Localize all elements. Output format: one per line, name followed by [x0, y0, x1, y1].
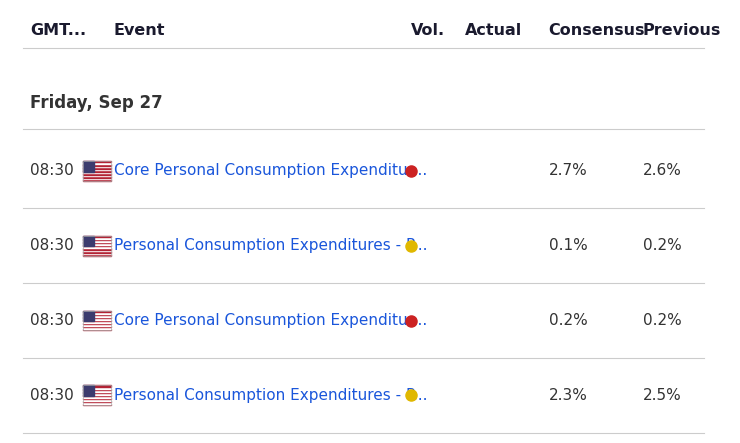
- Bar: [84, 311, 111, 330]
- Bar: [84, 385, 111, 405]
- Bar: [84, 237, 111, 239]
- Bar: [84, 242, 111, 243]
- Bar: [84, 176, 111, 178]
- Bar: [84, 246, 111, 248]
- Bar: [84, 249, 111, 251]
- Bar: [84, 253, 111, 254]
- Text: 0.2%: 0.2%: [548, 313, 588, 328]
- Bar: [84, 398, 111, 399]
- Bar: [84, 402, 111, 404]
- Bar: [84, 161, 111, 181]
- Text: Actual: Actual: [465, 23, 522, 38]
- Bar: [84, 171, 111, 173]
- Text: Vol.: Vol.: [411, 23, 445, 38]
- Text: 08:30: 08:30: [30, 313, 74, 328]
- Bar: [84, 179, 111, 181]
- Text: 08:30: 08:30: [30, 163, 74, 179]
- Text: Consensus: Consensus: [548, 23, 645, 38]
- Text: 2.7%: 2.7%: [548, 163, 588, 179]
- Text: 2.6%: 2.6%: [643, 163, 682, 179]
- Bar: [84, 385, 111, 387]
- Text: 0.2%: 0.2%: [643, 313, 682, 328]
- Bar: [84, 254, 111, 256]
- Text: 2.5%: 2.5%: [643, 388, 682, 403]
- Bar: [84, 236, 111, 237]
- Bar: [84, 169, 111, 170]
- Bar: [84, 239, 111, 241]
- Text: Previous: Previous: [643, 23, 721, 38]
- Bar: [84, 387, 111, 389]
- Bar: [84, 312, 111, 314]
- Bar: [84, 178, 111, 179]
- Bar: [84, 396, 111, 398]
- Bar: [84, 311, 111, 312]
- Text: 2.3%: 2.3%: [548, 388, 588, 403]
- Bar: [84, 392, 111, 393]
- Text: Friday, Sep 27: Friday, Sep 27: [30, 93, 163, 112]
- Bar: [84, 161, 111, 163]
- Text: Event: Event: [114, 23, 165, 38]
- Bar: [84, 389, 111, 390]
- Bar: [84, 173, 111, 175]
- Text: Personal Consumption Expenditures - P...: Personal Consumption Expenditures - P...: [114, 238, 427, 253]
- Bar: [84, 311, 94, 321]
- Bar: [84, 320, 111, 321]
- Text: Personal Consumption Expenditures - P...: Personal Consumption Expenditures - P...: [114, 388, 427, 403]
- Bar: [84, 324, 111, 326]
- Bar: [84, 245, 111, 246]
- Bar: [84, 393, 111, 395]
- Bar: [84, 241, 111, 242]
- Bar: [84, 329, 111, 330]
- Bar: [84, 236, 94, 246]
- Bar: [84, 315, 111, 317]
- Bar: [84, 314, 111, 315]
- Bar: [84, 167, 111, 169]
- Bar: [84, 317, 111, 318]
- Text: 08:30: 08:30: [30, 388, 74, 403]
- Text: 0.2%: 0.2%: [643, 238, 682, 253]
- Bar: [84, 166, 111, 167]
- Bar: [84, 327, 111, 329]
- Bar: [84, 175, 111, 176]
- Bar: [84, 404, 111, 405]
- Bar: [84, 243, 111, 245]
- Text: Core Personal Consumption Expenditur...: Core Personal Consumption Expenditur...: [114, 313, 427, 328]
- Bar: [84, 385, 94, 396]
- Bar: [84, 248, 111, 249]
- Text: 0.1%: 0.1%: [548, 238, 588, 253]
- Text: 08:30: 08:30: [30, 238, 74, 253]
- Bar: [84, 164, 111, 166]
- Bar: [84, 323, 111, 324]
- Bar: [84, 321, 111, 323]
- Bar: [84, 401, 111, 402]
- Bar: [84, 399, 111, 401]
- Bar: [84, 318, 111, 320]
- Bar: [84, 390, 111, 392]
- Bar: [84, 251, 111, 253]
- Text: Core Personal Consumption Expenditur...: Core Personal Consumption Expenditur...: [114, 163, 427, 179]
- Bar: [84, 163, 111, 164]
- Text: GMT...: GMT...: [30, 23, 87, 38]
- Bar: [84, 326, 111, 327]
- Bar: [84, 236, 111, 256]
- Bar: [84, 395, 111, 396]
- Bar: [84, 170, 111, 171]
- Bar: [84, 161, 94, 171]
